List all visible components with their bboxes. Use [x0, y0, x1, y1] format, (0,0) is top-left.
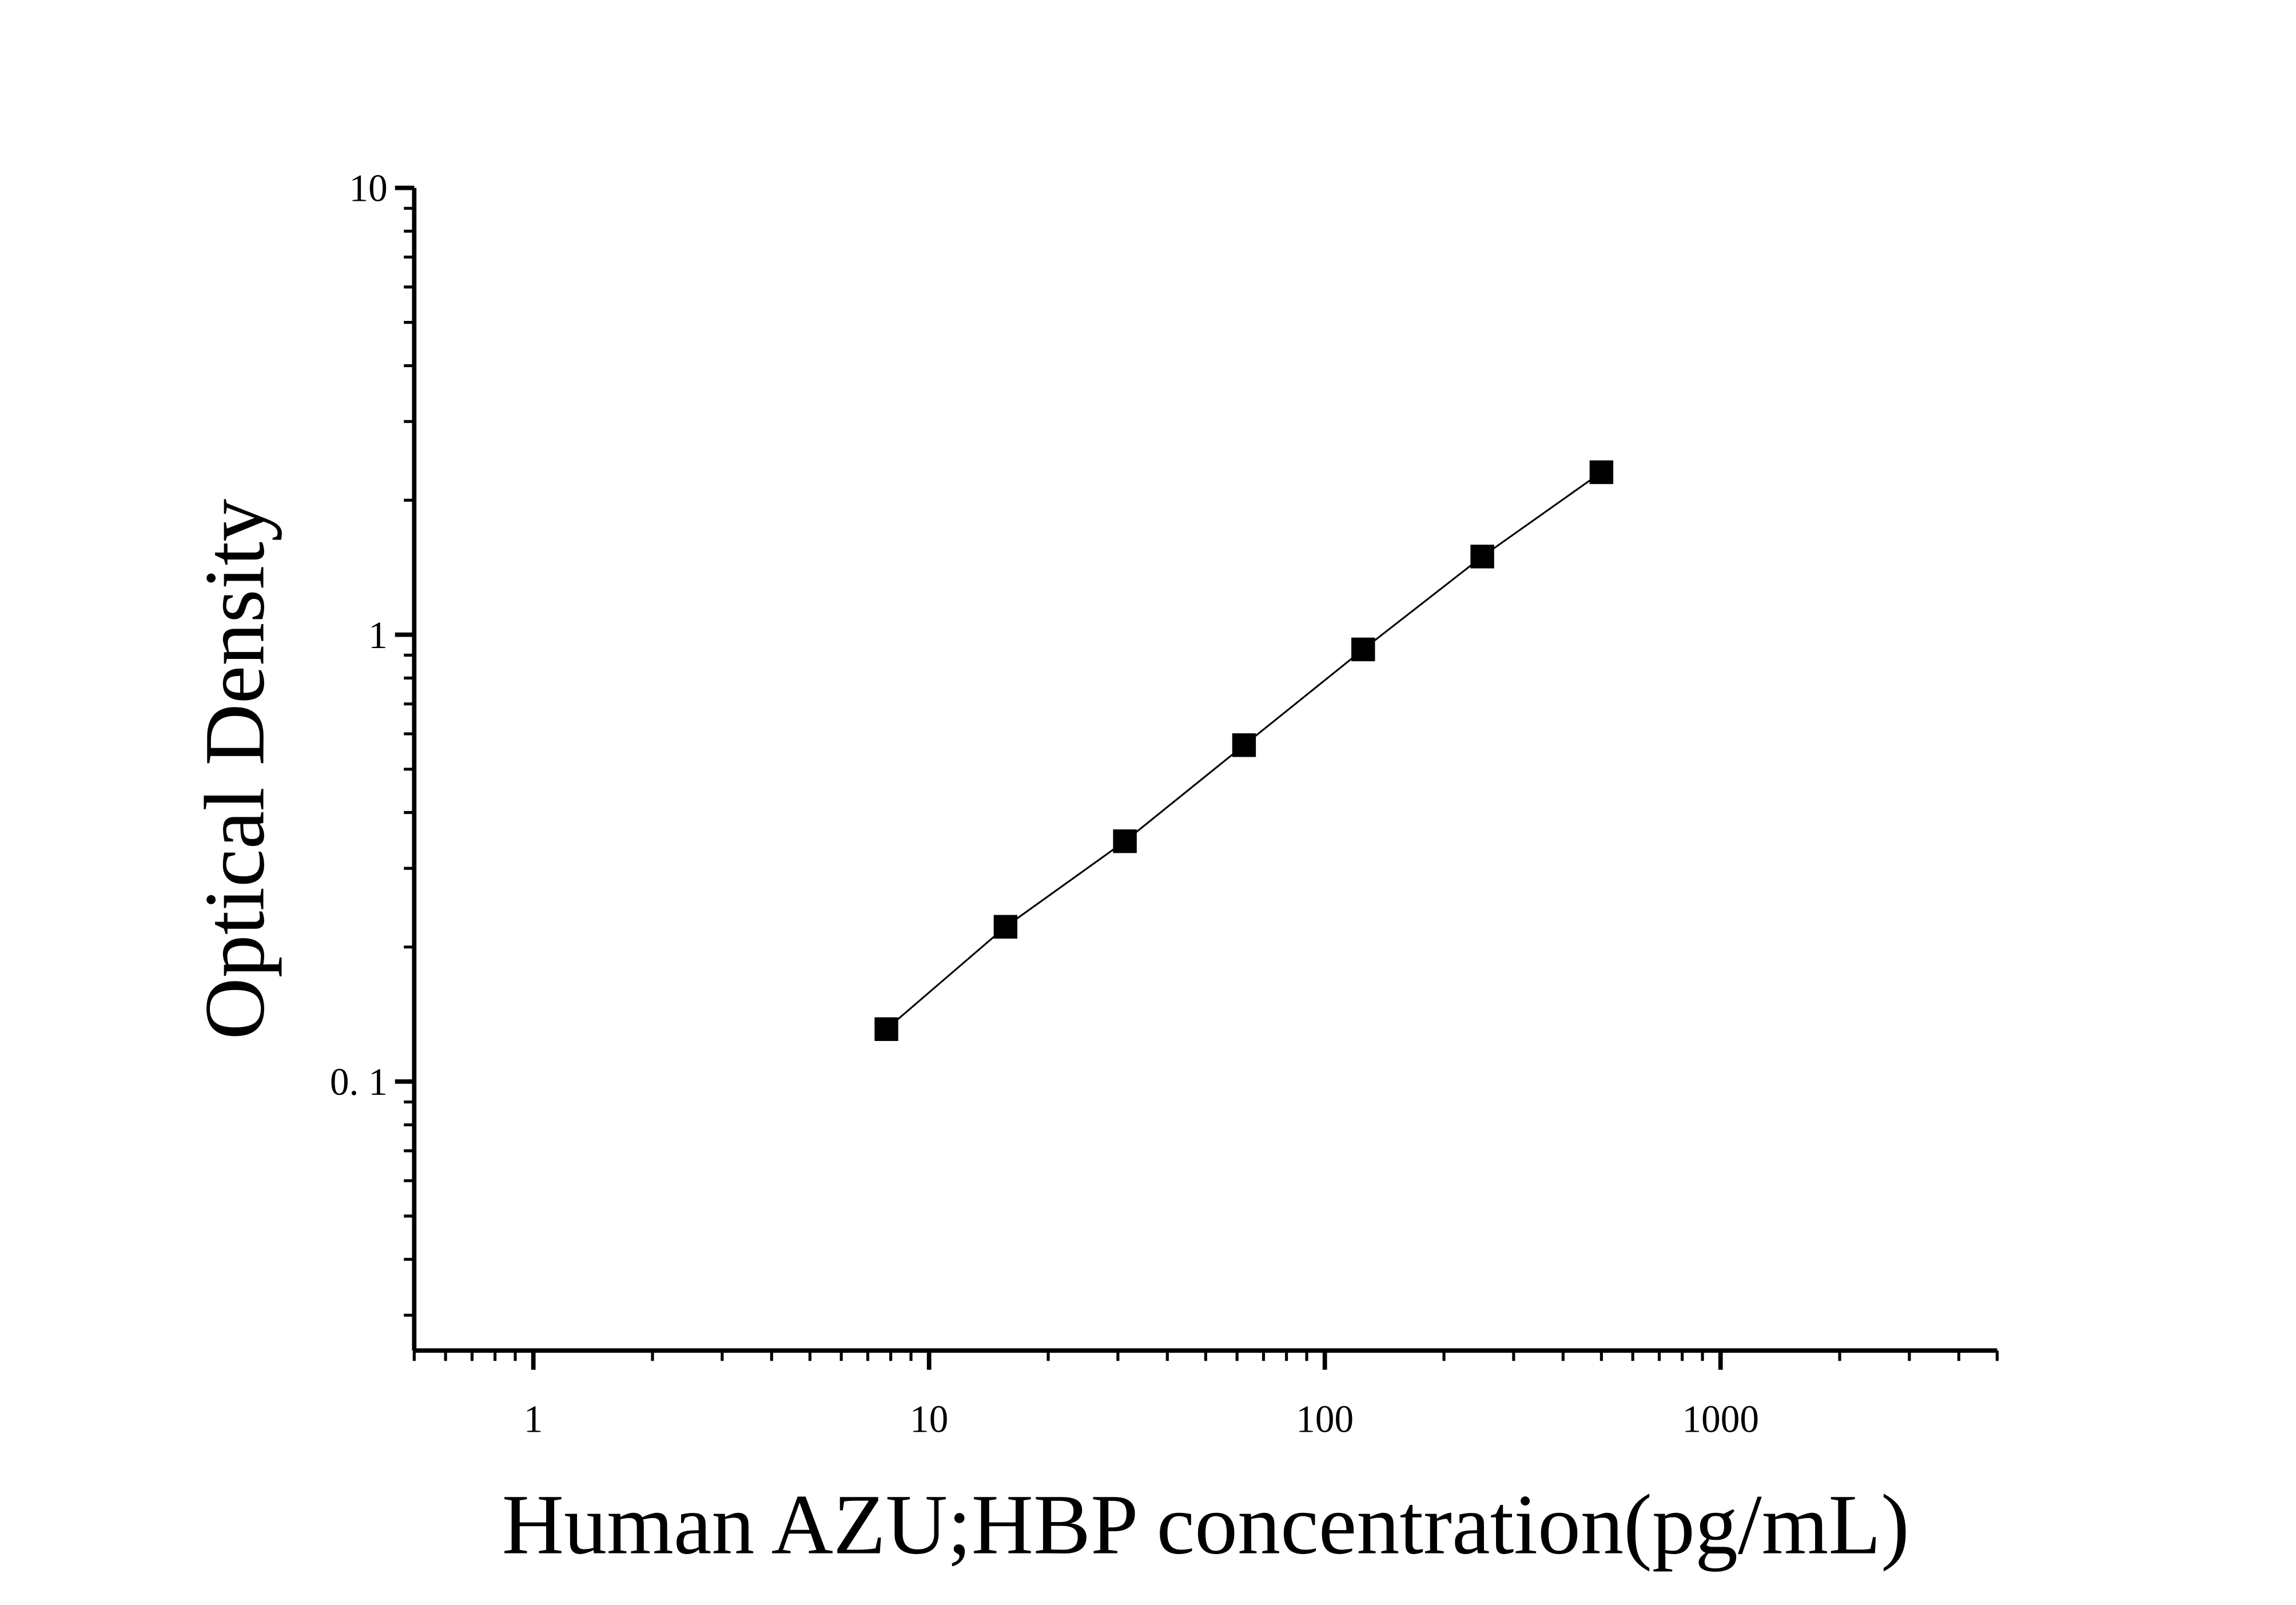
point: [1232, 733, 1256, 757]
point: [874, 1017, 898, 1041]
point: [1470, 545, 1494, 569]
y-tick-label: 1: [368, 614, 388, 657]
y-tick-label: 0. 1: [330, 1060, 388, 1103]
y-tick-label: 10: [349, 167, 388, 210]
point: [993, 915, 1018, 939]
y-axis-label: Optical Density: [187, 499, 282, 1040]
x-tick-label: 10: [910, 1397, 948, 1440]
x-axis-label: Human AZU;HBP concentration(pg/mL): [502, 1477, 1909, 1572]
point: [1113, 829, 1137, 853]
x-tick-label: 1: [524, 1397, 543, 1440]
point: [1589, 460, 1614, 484]
x-tick-label: 1000: [1682, 1397, 1759, 1440]
x-tick-label: 100: [1296, 1397, 1354, 1440]
point: [1351, 637, 1375, 662]
